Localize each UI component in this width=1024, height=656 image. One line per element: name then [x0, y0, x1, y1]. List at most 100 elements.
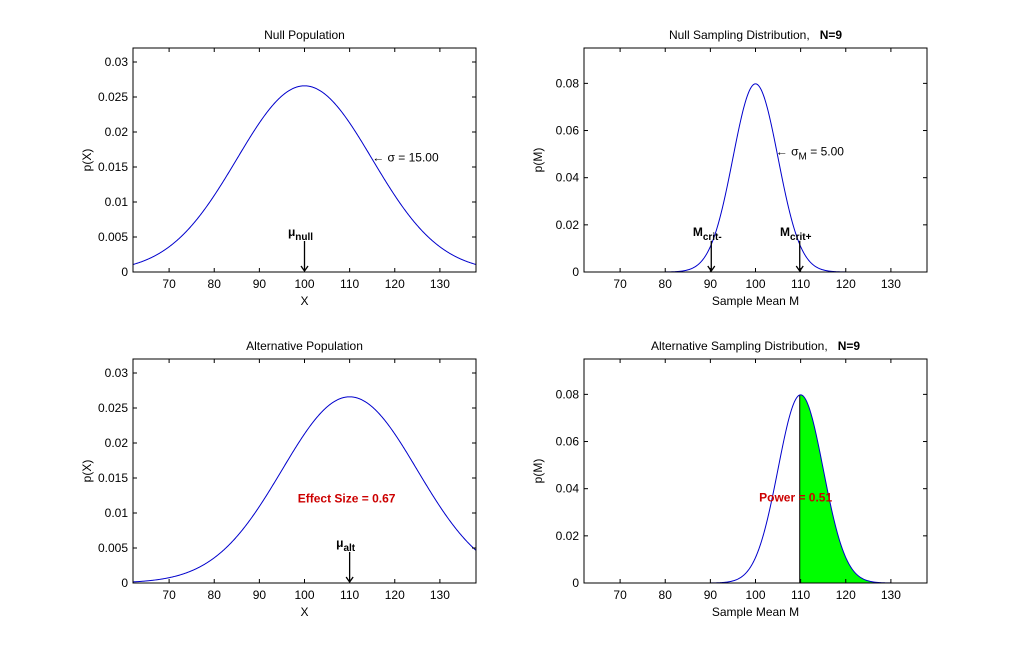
annotation-main: Effect Size = 0.67 — [298, 492, 396, 506]
y-axis-label: p(X) — [80, 149, 94, 172]
chart-panel-4: 70 80 90 100 110 120 130 0 0.02 0.04 0.06 0.08 Alter… — [531, 339, 928, 619]
down-arrow-head — [300, 265, 309, 273]
annotation-sub: crit- — [703, 232, 722, 243]
power-region — [799, 394, 927, 583]
chart-title-n: N=9 — [838, 339, 861, 353]
x-tick-label: 130 — [430, 277, 450, 291]
x-tick-label: 90 — [704, 277, 718, 291]
y-tick-label: 0.02 — [105, 125, 129, 139]
x-axis-label: X — [300, 294, 308, 308]
x-tick-label: 110 — [340, 588, 359, 602]
x-axis-label: Sample Mean M — [712, 605, 799, 619]
annotation-main: ← σ = 15.00 — [372, 150, 439, 164]
annotation-main: M — [780, 225, 790, 239]
annotation-main: Power = 0.51 — [759, 491, 832, 505]
y-tick-label: 0.005 — [98, 541, 128, 555]
x-tick-label: 110 — [791, 277, 810, 291]
y-tick-label: 0.04 — [556, 171, 580, 185]
x-tick-label: 90 — [704, 588, 718, 602]
chart-title: Null Sampling Distribution, N=9 — [669, 28, 842, 42]
y-tick-label: 0.02 — [556, 218, 580, 232]
y-tick-label: 0.08 — [556, 387, 580, 401]
chart-panel-2: 70 80 90 100 110 120 130 0 0.02 0.04 0.06 0.08 Null … — [531, 28, 928, 308]
x-axis-label: X — [300, 605, 308, 619]
x-axis-label: Sample Mean M — [712, 294, 799, 308]
x-tick-label: 120 — [385, 588, 405, 602]
x-tick-label: 100 — [745, 277, 765, 291]
x-tick-label: 110 — [791, 588, 810, 602]
x-tick-label: 130 — [881, 588, 901, 602]
chart-title-text: Null Population — [264, 28, 345, 42]
x-tick-label: 70 — [162, 588, 176, 602]
x-tick-label: 100 — [745, 588, 765, 602]
annotation-sub: M — [799, 151, 807, 162]
sigma-label: ← σM = 5.00 — [776, 144, 844, 162]
annotation-sub: null — [295, 232, 313, 243]
y-tick-label: 0 — [572, 576, 579, 590]
y-tick-label: 0.01 — [105, 195, 129, 209]
y-tick-label: 0.025 — [98, 401, 128, 415]
density-curve — [606, 394, 927, 584]
y-tick-label: 0.015 — [98, 160, 128, 174]
y-tick-label: 0 — [572, 265, 579, 279]
x-tick-label: 70 — [613, 588, 627, 602]
chart-title-text: Null Sampling Distribution, — [669, 28, 810, 42]
x-tick-label: 130 — [430, 588, 450, 602]
annotation-label: μalt — [336, 536, 356, 554]
sigma-label: ← σ = 15.00 — [372, 150, 439, 164]
y-tick-label: 0.005 — [98, 230, 128, 244]
density-curve — [584, 83, 927, 273]
y-tick-label: 0 — [121, 265, 128, 279]
y-tick-label: 0.025 — [98, 90, 128, 104]
down-arrow-head — [795, 265, 804, 273]
axes-box — [583, 358, 928, 584]
annotation-label: Mcrit- — [693, 225, 722, 243]
annotation-sub: alt — [343, 543, 355, 554]
annotation-main: M — [693, 225, 703, 239]
chart-title-text: Alternative Population — [246, 339, 363, 353]
y-tick-label: 0.015 — [98, 471, 128, 485]
x-tick-label: 100 — [294, 588, 314, 602]
chart-panel-3: 70 80 90 100 110 120 130 0 0.005 0.01 0.015 0.02 0.0… — [80, 339, 477, 619]
chart-title: Alternative Population — [246, 339, 363, 353]
x-tick-label: 80 — [208, 588, 222, 602]
y-tick-label: 0.03 — [105, 366, 129, 380]
y-tick-label: 0.02 — [105, 436, 129, 450]
chart-title-text: Alternative Sampling Distribution, — [651, 339, 828, 353]
annotation-main: ← σ — [776, 144, 799, 158]
density-curve — [132, 85, 477, 265]
annotation-main: μ — [288, 225, 295, 239]
annotation-suffix: = 5.00 — [807, 144, 844, 158]
x-tick-label: 70 — [613, 277, 627, 291]
axes-box — [132, 358, 477, 584]
x-tick-label: 120 — [836, 277, 856, 291]
annotation-label: Mcrit+ — [780, 225, 812, 243]
y-tick-label: 0.03 — [105, 55, 129, 69]
annotation-label: μnull — [288, 225, 313, 243]
x-tick-label: 130 — [881, 277, 901, 291]
result-label: Power = 0.51 — [759, 491, 832, 505]
y-tick-label: 0.08 — [556, 76, 580, 90]
y-tick-label: 0 — [121, 576, 128, 590]
down-arrow-head — [345, 576, 354, 584]
x-tick-label: 120 — [836, 588, 856, 602]
annotation-main: μ — [336, 536, 343, 550]
x-tick-label: 110 — [340, 277, 359, 291]
chart-title: Alternative Sampling Distribution, N=9 — [651, 339, 860, 353]
y-axis-label: p(M) — [531, 148, 545, 173]
x-tick-label: 90 — [253, 588, 267, 602]
chart-title: Null Population — [264, 28, 345, 42]
x-tick-label: 80 — [208, 277, 222, 291]
annotation-sub: crit+ — [790, 232, 812, 243]
y-tick-label: 0.02 — [556, 529, 580, 543]
x-tick-label: 80 — [659, 277, 673, 291]
y-tick-label: 0.04 — [556, 482, 580, 496]
y-tick-label: 0.01 — [105, 506, 129, 520]
y-axis-label: p(X) — [80, 460, 94, 483]
y-tick-label: 0.06 — [556, 435, 580, 449]
down-arrow-head — [707, 265, 716, 273]
x-tick-label: 80 — [659, 588, 673, 602]
result-label: Effect Size = 0.67 — [298, 492, 396, 506]
y-axis-label: p(M) — [531, 459, 545, 484]
